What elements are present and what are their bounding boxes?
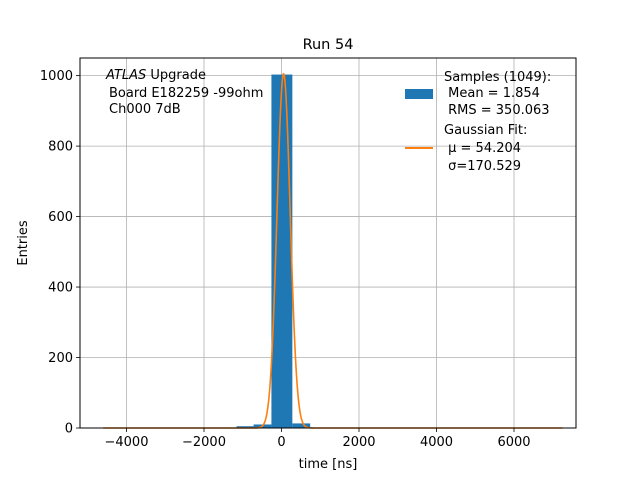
y-tick-label: 0 — [65, 422, 73, 437]
legend-fit-line-2: μ = 54.204 — [444, 141, 521, 156]
y-axis-ticks: 0 200 400 600 800 1000 — [40, 69, 80, 437]
y-tick-label: 200 — [48, 351, 73, 366]
legend-fit-line-1: Gaussian Fit: — [444, 123, 527, 138]
legend-histogram-line-1: Samples (1049): — [444, 70, 551, 85]
legend-histogram-line-3: RMS = 350.063 — [444, 103, 550, 118]
y-tick-label: 800 — [48, 140, 73, 155]
x-tick-label: −2000 — [182, 435, 226, 450]
legend-fit-line-3: σ=170.529 — [444, 159, 521, 174]
y-tick-label: 600 — [48, 210, 73, 225]
histogram-bar — [236, 426, 254, 428]
annotation-line-2: Board E182259 -99ohm — [109, 86, 263, 101]
plot-background — [80, 58, 576, 428]
legend: Samples (1049): Mean = 1.854 RMS = 350.0… — [405, 70, 551, 174]
y-axis-title: Entries — [16, 220, 31, 266]
y-tick-label: 400 — [48, 281, 73, 296]
x-axis-title: time [ns] — [299, 457, 358, 472]
annotation-line-3: Ch000 7dB — [109, 102, 181, 117]
x-tick-label: 4000 — [420, 435, 453, 450]
histogram-bar — [271, 74, 293, 429]
x-axis-ticks: −4000 −2000 0 2000 4000 6000 — [105, 428, 531, 450]
x-tick-label: 2000 — [342, 435, 375, 450]
histogram-bar — [292, 423, 311, 428]
chart-title: Run 54 — [303, 37, 354, 53]
legend-histogram-line-2: Mean = 1.854 — [444, 86, 540, 101]
y-tick-label: 1000 — [40, 69, 73, 84]
plot-frame — [79, 57, 577, 429]
annotation-atlas: ATLAS — [105, 68, 146, 83]
x-tick-label: 6000 — [497, 435, 530, 450]
x-tick-label: −4000 — [105, 435, 149, 450]
legend-histogram-swatch — [405, 89, 433, 99]
annotation-box: ATLAS Upgrade Board E182259 -99ohm Ch000… — [105, 68, 263, 117]
annotation-upgrade: Upgrade — [146, 68, 206, 83]
x-tick-label: 0 — [277, 435, 285, 450]
annotation-line-1: ATLAS Upgrade — [105, 68, 206, 83]
